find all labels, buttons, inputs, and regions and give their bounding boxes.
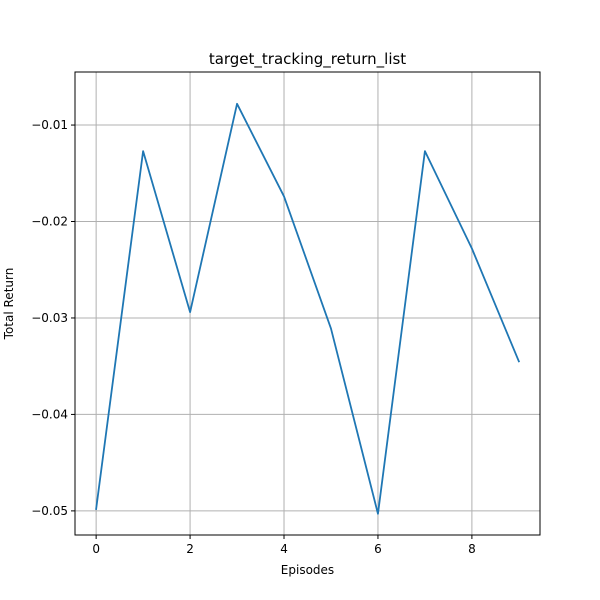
plot-frame (74, 71, 541, 536)
y-tick-label: −0.05 (31, 504, 68, 518)
y-tick-label: −0.02 (31, 215, 68, 229)
y-axis-label: Total Return (2, 268, 16, 341)
x-tick-label: 4 (280, 542, 288, 556)
y-tick-label: −0.03 (31, 311, 68, 325)
y-tick-label: −0.04 (31, 407, 68, 421)
x-tick-label: 8 (468, 542, 476, 556)
x-tick-label: 6 (374, 542, 382, 556)
x-tick-label: 2 (186, 542, 194, 556)
series-line (95, 102, 521, 515)
axis-ticks: 0 2 4 6 8 −0.05 −0.04 −0.03 −0.02 −0.01 (31, 118, 475, 556)
series-group (95, 102, 521, 515)
x-axis-label: Episodes (281, 563, 334, 577)
x-tick-label: 0 (92, 542, 100, 556)
grid-lines (75, 72, 540, 535)
chart-title: target_tracking_return_list (209, 50, 406, 69)
y-tick-label: −0.01 (31, 118, 68, 132)
